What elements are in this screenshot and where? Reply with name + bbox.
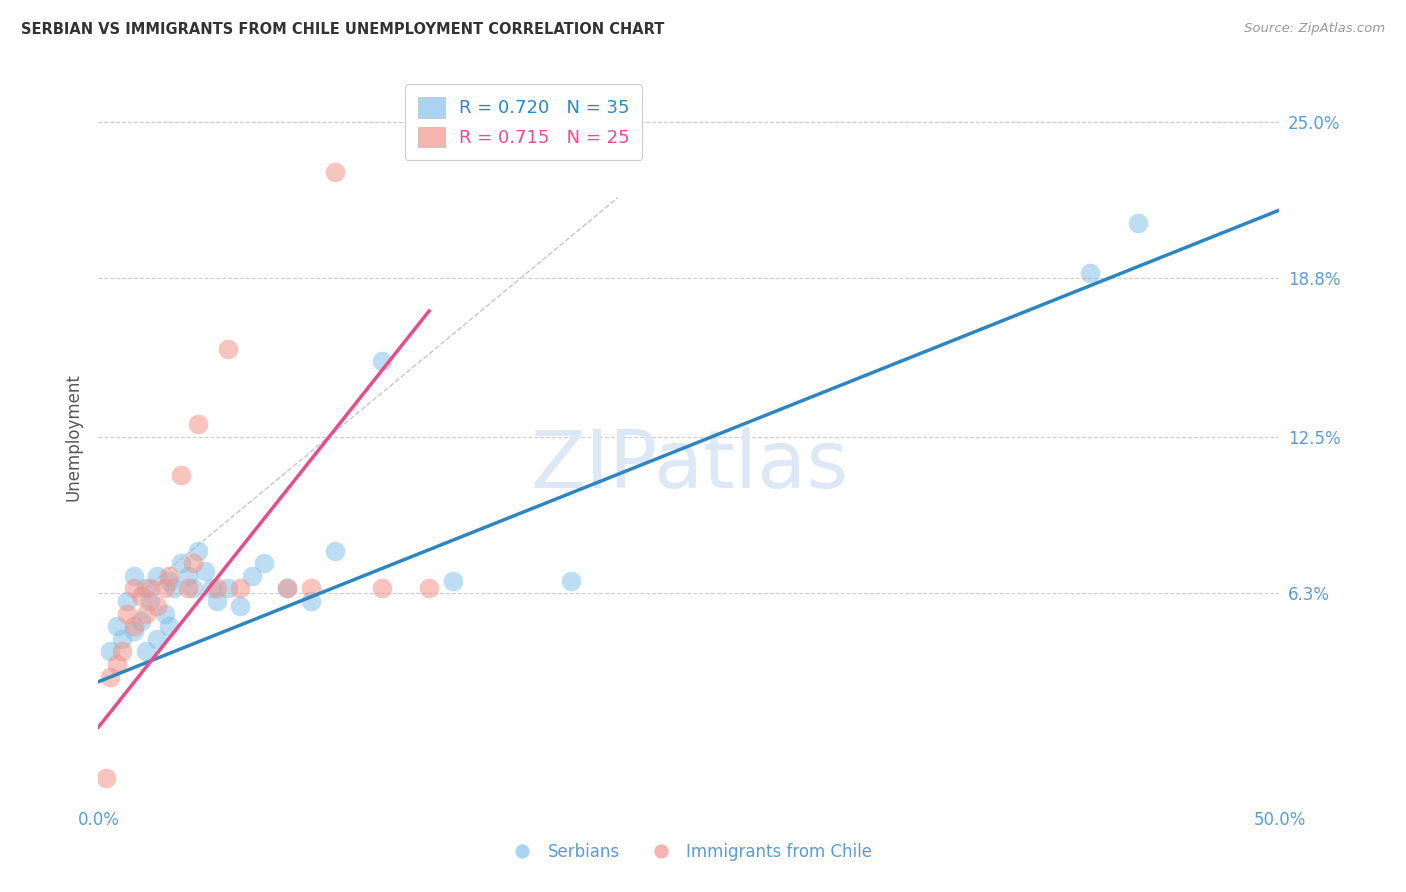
- Point: [111, 632, 134, 646]
- Point: [205, 582, 228, 596]
- Point: [371, 354, 394, 368]
- Point: [98, 670, 121, 684]
- Point: [105, 619, 128, 633]
- Point: [139, 582, 162, 596]
- Point: [135, 607, 157, 621]
- Point: [201, 582, 224, 596]
- Point: [105, 657, 128, 671]
- Point: [153, 582, 176, 596]
- Legend: Serbians, Immigrants from Chile: Serbians, Immigrants from Chile: [499, 837, 879, 868]
- Point: [115, 607, 138, 621]
- Point: [157, 569, 180, 583]
- Point: [98, 644, 121, 658]
- Point: [157, 574, 180, 588]
- Point: [240, 569, 263, 583]
- Point: [229, 599, 252, 613]
- Point: [170, 556, 193, 570]
- Point: [560, 574, 582, 588]
- Point: [371, 582, 394, 596]
- Point: [299, 594, 322, 608]
- Point: [441, 574, 464, 588]
- Point: [181, 582, 204, 596]
- Point: [187, 543, 209, 558]
- Point: [1126, 216, 1149, 230]
- Point: [217, 342, 239, 356]
- Point: [299, 582, 322, 596]
- Point: [111, 644, 134, 658]
- Point: [135, 582, 157, 596]
- Point: [418, 582, 440, 596]
- Point: [187, 417, 209, 432]
- Point: [135, 644, 157, 658]
- Text: ZIPatlas: ZIPatlas: [530, 427, 848, 506]
- Point: [115, 594, 138, 608]
- Point: [122, 582, 145, 596]
- Point: [129, 589, 152, 603]
- Point: [163, 582, 186, 596]
- Point: [94, 771, 117, 785]
- Point: [129, 614, 152, 628]
- Point: [122, 624, 145, 639]
- Point: [205, 594, 228, 608]
- Text: SERBIAN VS IMMIGRANTS FROM CHILE UNEMPLOYMENT CORRELATION CHART: SERBIAN VS IMMIGRANTS FROM CHILE UNEMPLO…: [21, 22, 665, 37]
- Point: [153, 607, 176, 621]
- Point: [181, 556, 204, 570]
- Point: [177, 569, 200, 583]
- Point: [323, 543, 346, 558]
- Point: [177, 582, 200, 596]
- Point: [122, 619, 145, 633]
- Point: [229, 582, 252, 596]
- Point: [139, 594, 162, 608]
- Y-axis label: Unemployment: Unemployment: [65, 373, 83, 501]
- Point: [157, 619, 180, 633]
- Point: [146, 599, 169, 613]
- Point: [276, 582, 298, 596]
- Point: [170, 467, 193, 482]
- Point: [146, 569, 169, 583]
- Point: [146, 632, 169, 646]
- Point: [253, 556, 276, 570]
- Point: [217, 582, 239, 596]
- Point: [122, 569, 145, 583]
- Point: [1080, 266, 1102, 280]
- Point: [276, 582, 298, 596]
- Text: Source: ZipAtlas.com: Source: ZipAtlas.com: [1244, 22, 1385, 36]
- Point: [323, 165, 346, 179]
- Point: [194, 564, 217, 578]
